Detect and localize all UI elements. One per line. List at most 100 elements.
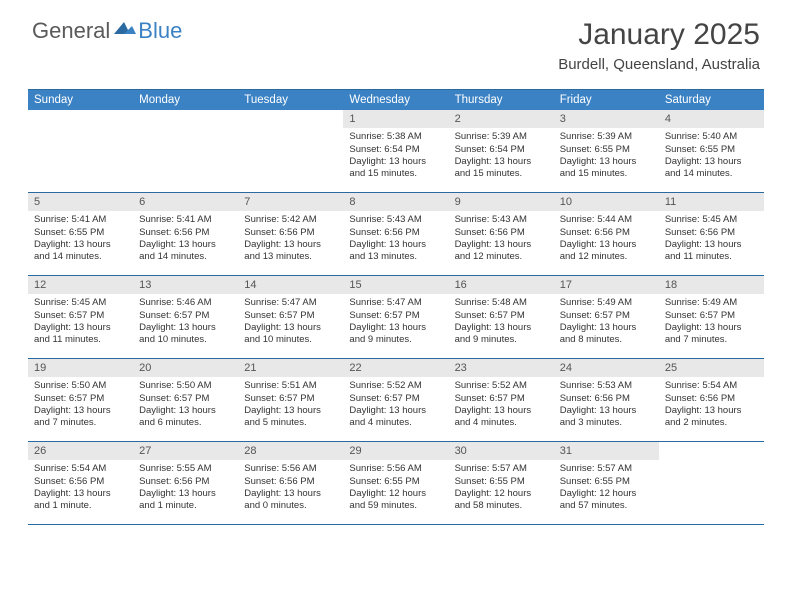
day-details: Sunrise: 5:45 AMSunset: 6:56 PMDaylight:… [659, 211, 764, 267]
day-number: 6 [133, 193, 238, 211]
day-cell: 16 Sunrise: 5:48 AMSunset: 6:57 PMDayligh… [449, 276, 554, 358]
sunset-line: Sunset: 6:57 PM [455, 310, 548, 322]
daylight-line: Daylight: 13 hours and 12 minutes. [455, 239, 548, 264]
daylight-line: Daylight: 13 hours and 11 minutes. [665, 239, 758, 264]
daylight-line: Daylight: 13 hours and 0 minutes. [244, 488, 337, 513]
day-cell: 31Sunrise: 5:57 AMSunset: 6:55 PMDayligh… [554, 442, 659, 524]
day-details: Sunrise: 5:47 AMSunset: 6:57 PMDaylight:… [238, 294, 343, 350]
sunrise-line: Sunrise: 5:42 AM [244, 214, 337, 226]
sunrise-line: Sunrise: 5:54 AM [665, 380, 758, 392]
sunrise-line: Sunrise: 5:49 AM [560, 297, 653, 309]
sunset-line: Sunset: 6:57 PM [560, 310, 653, 322]
sunset-line: Sunset: 6:55 PM [455, 476, 548, 488]
day-cell: 2Sunrise: 5:39 AMSunset: 6:54 PMDaylight… [449, 110, 554, 192]
day-cell: 12Sunrise: 5:45 AMSunset: 6:57 PMDayligh… [28, 276, 133, 358]
sunrise-line: Sunrise: 5:43 AM [455, 214, 548, 226]
day-number: 11 [659, 193, 764, 211]
sunrise-line: Sunrise: 5:45 AM [34, 297, 127, 309]
sunset-line: Sunset: 6:55 PM [560, 476, 653, 488]
sunset-line: Sunset: 6:57 PM [139, 310, 232, 322]
sunrise-line: Sunrise: 5:57 AM [560, 463, 653, 475]
daylight-line: Daylight: 12 hours and 59 minutes. [349, 488, 442, 513]
sunset-line: Sunset: 6:56 PM [244, 227, 337, 239]
daylight-line: Daylight: 13 hours and 14 minutes. [665, 156, 758, 181]
day-cell: 20Sunrise: 5:50 AMSunset: 6:57 PMDayligh… [133, 359, 238, 441]
daylight-line: Daylight: 13 hours and 4 minutes. [455, 405, 548, 430]
day-cell: 19Sunrise: 5:50 AMSunset: 6:57 PMDayligh… [28, 359, 133, 441]
day-number: 2 [449, 110, 554, 128]
day-header-row: SundayMondayTuesdayWednesdayThursdayFrid… [28, 90, 764, 110]
day-number: 21 [238, 359, 343, 377]
sunrise-line: Sunrise: 5:44 AM [560, 214, 653, 226]
sunrise-line: Sunrise: 5:56 AM [244, 463, 337, 475]
day-number: 16 [449, 276, 554, 294]
daylight-line: Daylight: 13 hours and 15 minutes. [560, 156, 653, 181]
day-details: Sunrise: 5:47 AMSunset: 6:57 PMDaylight:… [343, 294, 448, 350]
sunrise-line: Sunrise: 5:39 AM [560, 131, 653, 143]
day-number: 22 [343, 359, 448, 377]
daylight-line: Daylight: 13 hours and 1 minute. [34, 488, 127, 513]
day-details: Sunrise: 5:46 AMSunset: 6:57 PMDaylight:… [133, 294, 238, 350]
title-block: January 2025 Burdell, Queensland, Austra… [558, 18, 760, 73]
page-header: General Blue January 2025 Burdell, Queen… [0, 0, 792, 79]
day-cell: 26Sunrise: 5:54 AMSunset: 6:56 PMDayligh… [28, 442, 133, 524]
sunset-line: Sunset: 6:56 PM [139, 476, 232, 488]
day-number: 8 [343, 193, 448, 211]
day-details: Sunrise: 5:49 AMSunset: 6:57 PMDaylight:… [659, 294, 764, 350]
day-cell: 25Sunrise: 5:54 AMSunset: 6:56 PMDayligh… [659, 359, 764, 441]
day-details: Sunrise: 5:43 AMSunset: 6:56 PMDaylight:… [449, 211, 554, 267]
sunrise-line: Sunrise: 5:48 AM [455, 297, 548, 309]
day-cell: 10Sunrise: 5:44 AMSunset: 6:56 PMDayligh… [554, 193, 659, 275]
sunset-line: Sunset: 6:56 PM [34, 476, 127, 488]
day-details: Sunrise: 5:39 AMSunset: 6:54 PMDaylight:… [449, 128, 554, 184]
day-number: 13 [133, 276, 238, 294]
day-header: Thursday [449, 90, 554, 110]
day-details: Sunrise: 5:51 AMSunset: 6:57 PMDaylight:… [238, 377, 343, 433]
sunset-line: Sunset: 6:56 PM [244, 476, 337, 488]
day-header: Sunday [28, 90, 133, 110]
sunset-line: Sunset: 6:57 PM [349, 310, 442, 322]
sunset-line: Sunset: 6:54 PM [455, 144, 548, 156]
daylight-line: Daylight: 13 hours and 14 minutes. [139, 239, 232, 264]
daylight-line: Daylight: 13 hours and 9 minutes. [455, 322, 548, 347]
day-cell: 27Sunrise: 5:55 AMSunset: 6:56 PMDayligh… [133, 442, 238, 524]
day-number: 17 [554, 276, 659, 294]
day-details: Sunrise: 5:50 AMSunset: 6:57 PMDaylight:… [28, 377, 133, 433]
sunset-line: Sunset: 6:57 PM [244, 393, 337, 405]
day-number: 7 [238, 193, 343, 211]
sunset-line: Sunset: 6:54 PM [349, 144, 442, 156]
day-details: Sunrise: 5:55 AMSunset: 6:56 PMDaylight:… [133, 460, 238, 516]
sunset-line: Sunset: 6:55 PM [560, 144, 653, 156]
sunrise-line: Sunrise: 5:38 AM [349, 131, 442, 143]
day-details: Sunrise: 5:57 AMSunset: 6:55 PMDaylight:… [449, 460, 554, 516]
day-cell: 13Sunrise: 5:46 AMSunset: 6:57 PMDayligh… [133, 276, 238, 358]
day-cell: 29Sunrise: 5:56 AMSunset: 6:55 PMDayligh… [343, 442, 448, 524]
daylight-line: Daylight: 13 hours and 6 minutes. [139, 405, 232, 430]
sunset-line: Sunset: 6:57 PM [665, 310, 758, 322]
day-cell: 8Sunrise: 5:43 AMSunset: 6:56 PMDaylight… [343, 193, 448, 275]
location: Burdell, Queensland, Australia [558, 56, 760, 73]
sunrise-line: Sunrise: 5:55 AM [139, 463, 232, 475]
sunset-line: Sunset: 6:56 PM [560, 227, 653, 239]
sunrise-line: Sunrise: 5:45 AM [665, 214, 758, 226]
daylight-line: Daylight: 13 hours and 4 minutes. [349, 405, 442, 430]
month-title: January 2025 [558, 18, 760, 52]
daylight-line: Daylight: 13 hours and 1 minute. [139, 488, 232, 513]
day-details: Sunrise: 5:41 AMSunset: 6:56 PMDaylight:… [133, 211, 238, 267]
day-cell: 6Sunrise: 5:41 AMSunset: 6:56 PMDaylight… [133, 193, 238, 275]
day-cell: 24Sunrise: 5:53 AMSunset: 6:56 PMDayligh… [554, 359, 659, 441]
sunrise-line: Sunrise: 5:49 AM [665, 297, 758, 309]
day-details: Sunrise: 5:40 AMSunset: 6:55 PMDaylight:… [659, 128, 764, 184]
daylight-line: Daylight: 13 hours and 15 minutes. [455, 156, 548, 181]
calendar: SundayMondayTuesdayWednesdayThursdayFrid… [28, 89, 764, 525]
sunrise-line: Sunrise: 5:40 AM [665, 131, 758, 143]
sunrise-line: Sunrise: 5:54 AM [34, 463, 127, 475]
sunrise-line: Sunrise: 5:51 AM [244, 380, 337, 392]
day-details: Sunrise: 5:52 AMSunset: 6:57 PMDaylight:… [343, 377, 448, 433]
daylight-line: Daylight: 13 hours and 12 minutes. [560, 239, 653, 264]
day-cell: 15Sunrise: 5:47 AMSunset: 6:57 PMDayligh… [343, 276, 448, 358]
day-details: Sunrise: 5:43 AMSunset: 6:56 PMDaylight:… [343, 211, 448, 267]
daylight-line: Daylight: 12 hours and 58 minutes. [455, 488, 548, 513]
sunset-line: Sunset: 6:56 PM [665, 393, 758, 405]
day-number: 23 [449, 359, 554, 377]
